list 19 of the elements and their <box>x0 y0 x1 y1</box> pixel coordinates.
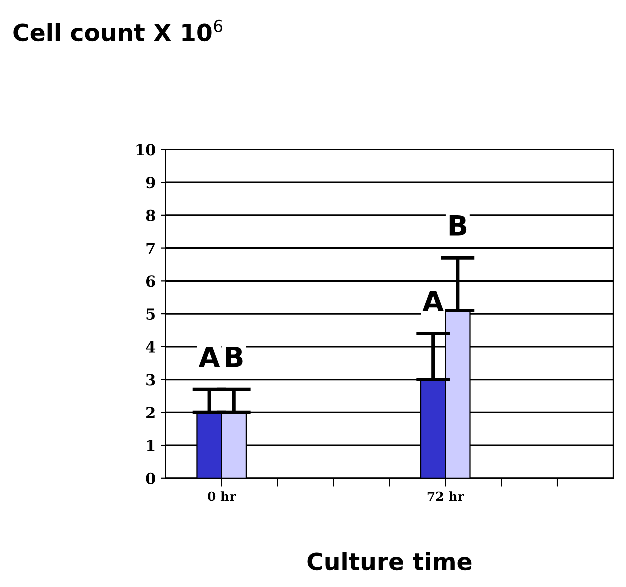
y-tick-label: 8 <box>146 210 156 222</box>
annotation: A <box>198 346 220 368</box>
y-tick-label: 1 <box>147 440 155 452</box>
y-tick-label: 3 <box>146 374 156 386</box>
x-tick-label: 0 hr <box>208 492 236 502</box>
annotation: B <box>226 346 243 368</box>
y-tick-label: 7 <box>146 242 155 254</box>
y-tick-label: 0 <box>146 472 156 484</box>
annotation: B <box>450 215 467 236</box>
y-axis-title: Cell count X 10$^{6}$ <box>14 20 223 42</box>
y-tick-label: 2 <box>146 407 155 418</box>
x-axis-title: Culture time <box>308 552 472 571</box>
y-tick-label: 5 <box>146 308 156 320</box>
y-tick-label: 4 <box>146 341 156 353</box>
x-tick-label: 72 hr <box>428 492 464 502</box>
annotation: A <box>422 291 444 312</box>
y-tick-label: 10 <box>136 144 156 156</box>
y-tick-label: 6 <box>146 276 156 288</box>
y-tick-label: 9 <box>146 177 156 189</box>
